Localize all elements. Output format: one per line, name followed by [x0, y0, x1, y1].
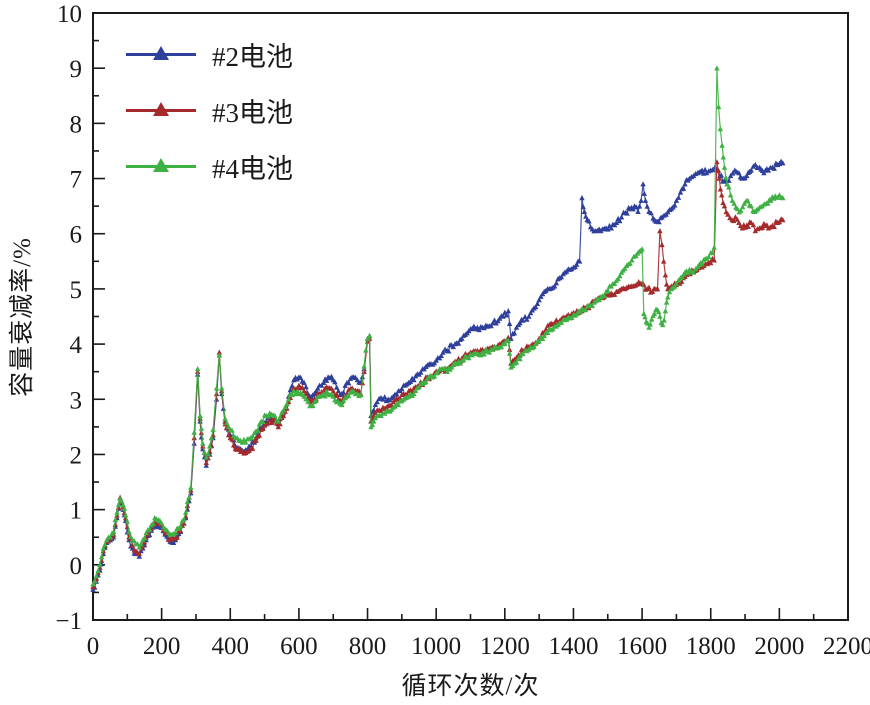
triangle-marker-icon	[126, 46, 196, 62]
x-axis-title: 循环次数/次	[401, 673, 540, 700]
chart-legend: #2电池 #3电池 #4电池	[126, 26, 293, 194]
x-tick-label: 1800	[686, 633, 736, 660]
y-tick-label: −1	[55, 608, 82, 635]
x-tick-label: 2000	[754, 633, 804, 660]
y-tick-label: 4	[70, 332, 83, 359]
x-tick-label: 1200	[480, 633, 530, 660]
legend-entry-battery4: #4电池	[126, 138, 293, 194]
legend-label: #3电池	[212, 97, 293, 128]
y-tick-label: 0	[70, 553, 83, 580]
x-tick-label: 2200	[823, 633, 870, 660]
x-tick-label: 200	[143, 633, 181, 660]
legend-label: #2电池	[212, 41, 293, 72]
y-tick-label: 7	[70, 167, 83, 194]
y-tick-label: 10	[57, 1, 82, 28]
x-tick-label: 400	[212, 633, 250, 660]
x-tick-label: 600	[280, 633, 318, 660]
y-tick-label: 6	[70, 222, 83, 249]
triangle-marker-icon	[126, 158, 196, 174]
x-tick-label: 1400	[548, 633, 598, 660]
y-tick-label: 5	[70, 277, 83, 304]
y-axis-title: 容量衰减率/%	[9, 237, 36, 397]
legend-label: #4电池	[212, 153, 293, 184]
legend-entry-battery3: #3电池	[126, 82, 293, 138]
y-tick-label: 3	[70, 387, 83, 414]
y-tick-label: 8	[70, 111, 83, 138]
y-tick-label: 9	[70, 56, 83, 83]
axis-ticks: 0 200 400 600 800 1000 1200 1400 1600 1800 2000 220…	[55, 1, 870, 660]
triangle-marker-icon	[126, 102, 196, 118]
series-4-battery	[90, 65, 786, 587]
x-tick-label: 1000	[411, 633, 461, 660]
x-tick-label: 0	[87, 633, 100, 660]
x-tick-label: 800	[349, 633, 387, 660]
x-tick-label: 1600	[617, 633, 667, 660]
legend-entry-battery2: #2电池	[126, 26, 293, 82]
y-tick-label: 2	[70, 442, 83, 469]
y-tick-label: 1	[70, 498, 83, 525]
